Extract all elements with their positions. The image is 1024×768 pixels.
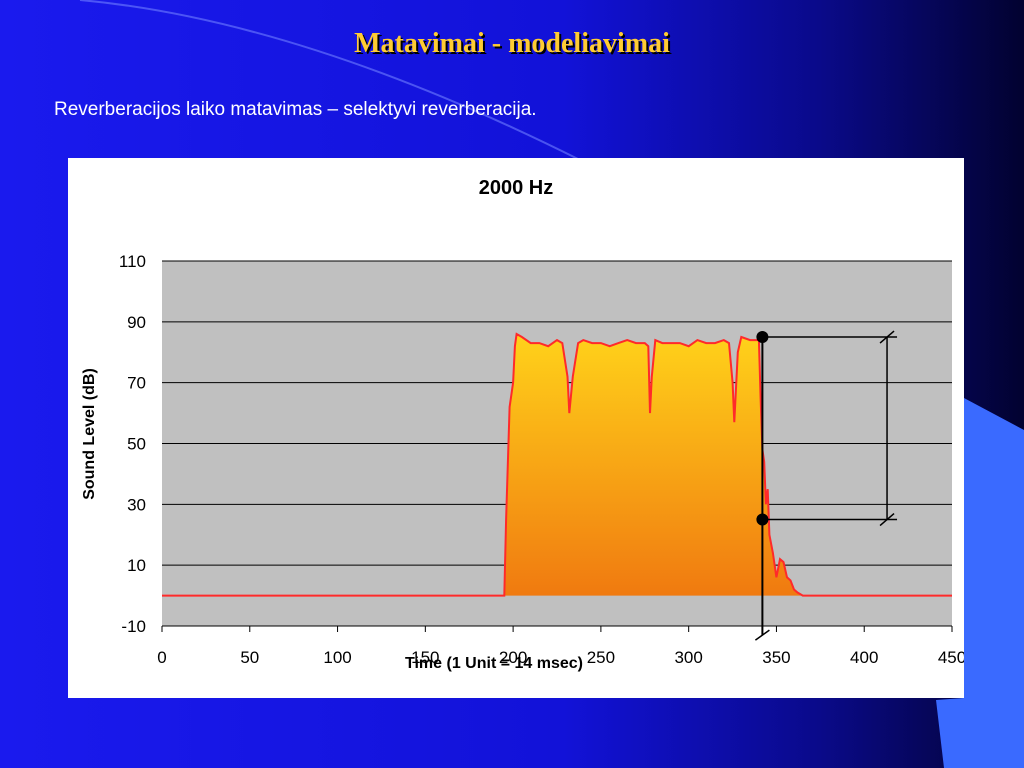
y-tick-label: 70 [127, 374, 146, 393]
chart-panel: 110 90 70 50 30 10 -10 0 50 100 150 200 250 300 350 400… [68, 158, 964, 698]
x-tick-label: 250 [587, 648, 615, 667]
measure-tick-mark [754, 629, 770, 641]
x-tick-label: 450 [938, 648, 964, 667]
x-tick-label: 300 [674, 648, 702, 667]
x-tick-label: 150 [411, 648, 439, 667]
x-tick-label: 100 [323, 648, 351, 667]
x-axis-label: Time (1 Unit = 14 msec) [405, 655, 583, 672]
y-tick-label: -10 [121, 617, 146, 636]
y-tick-label: 30 [127, 495, 146, 514]
x-tick-label: 350 [762, 648, 790, 667]
sound-level-chart: 110 90 70 50 30 10 -10 0 50 100 150 200 250 300 350 400… [81, 177, 964, 672]
y-tick-label: 10 [127, 556, 146, 575]
x-tick-label: 200 [499, 648, 527, 667]
x-tick-label: 0 [157, 648, 166, 667]
x-tick-label: 50 [240, 648, 259, 667]
y-axis-label: Sound Level (dB) [81, 368, 98, 500]
slide-subtitle: Reverberacijos laiko matavimas – selekty… [54, 99, 537, 120]
y-tick-label: 110 [119, 252, 146, 271]
signal-line [162, 332, 952, 597]
background-arc [79, 0, 581, 161]
signal-area [162, 334, 952, 596]
x-tick-label: 400 [850, 648, 878, 667]
bracket-tick-mark [879, 330, 895, 344]
bracket-tick-mark [879, 512, 895, 527]
slide-title: Matavimai - modeliavimai [354, 28, 670, 59]
y-tick-label: 90 [127, 313, 146, 332]
y-tick-label: 50 [127, 435, 146, 454]
chart-title: 2000 Hz [479, 177, 554, 199]
